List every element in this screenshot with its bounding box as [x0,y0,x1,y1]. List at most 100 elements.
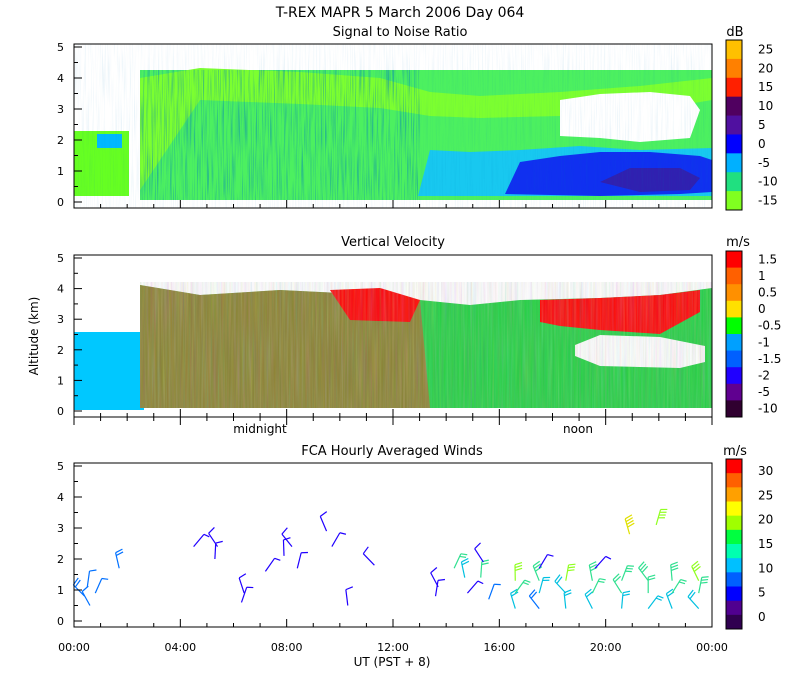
wind-barb [264,557,281,572]
winds-colorbar-segment [726,487,742,502]
wind-barb [331,532,347,547]
wind-barb-flag [530,591,538,599]
wind-barb-flag [514,562,523,566]
wind-barb-flag [115,548,123,554]
wind-barb [514,562,523,581]
wind-barb-flag [474,542,481,550]
wind-barb [362,546,375,566]
wind-barb [621,590,631,609]
wind-barb-flag [567,569,575,572]
wind-barb [510,588,519,609]
velocity-colorbar-label: 0 [758,302,766,316]
wind-barb [624,514,635,535]
velocity-colorbar-segment [726,334,742,352]
snr-colorbar-label: 15 [758,80,773,94]
wind-barb [238,573,247,594]
wind-barb-flag [477,580,484,585]
velocity-colorbar-segment [726,284,742,302]
wind-barb-flag [74,579,81,588]
wind-barb-staff [488,584,495,600]
wind-barb-flag [345,586,354,591]
wind-barb-flag [586,591,594,598]
wind-barb-flag [622,590,631,594]
snr-colorbar-label: -15 [758,194,778,208]
snr-colorbar-frame [725,39,743,211]
wind-barb-flag [524,579,531,583]
wind-barb-flag [362,546,369,555]
wind-barb-flag [701,576,709,578]
winds-colorbar-label: 5 [758,586,766,600]
snr-colorbar-segment [726,77,742,98]
wind-barb [554,574,567,594]
wind-barb-staff [94,578,103,594]
wind-barb [282,537,291,556]
wind-barb [193,533,210,547]
velocity-colorbar-label: -1 [758,335,770,349]
velocity-colorbar-segment [726,400,742,418]
wind-barb-flag [283,537,291,541]
velocity-colorbar-label: -2 [758,369,770,383]
winds-panel: FCA Hourly Averaged Winds 0 1 2 3 4 5 00:00 04… [57,444,773,669]
wind-barb [612,573,623,594]
velocity-colorbar-unit: m/s [726,235,750,250]
wind-barb-flag [568,563,576,566]
wind-barb [698,576,709,594]
wind-barb [621,565,634,581]
snr-colorbar-segment [726,134,742,154]
wind-barb-flag [599,578,606,581]
wind-barb-staff [193,533,205,547]
wind-barb-flag [514,567,523,572]
wind-barb [453,553,468,569]
wind-barb-staff [466,580,479,594]
winds-colorbar-label: 10 [758,561,773,575]
wind-barb-flag [481,562,489,566]
wind-barb-flag [437,578,446,581]
wind-barb-flag [627,565,634,567]
velocity-colorbar-segment [726,267,742,285]
wind-barb-staff [264,557,276,572]
velocity-colorbar-label: -0.5 [758,319,781,333]
wind-barb-staff [331,532,341,547]
winds-x-label: UT (PST + 8) [354,655,431,669]
wind-barb [638,561,649,582]
wind-barb-flag [203,533,210,538]
wind-barb [687,589,700,610]
wind-barb [466,580,484,594]
wind-barb [584,588,594,609]
wind-barb-flag [568,566,576,569]
winds-barbs [72,508,709,610]
wind-barb-flag [461,557,469,563]
wind-barb-flag [626,519,634,525]
velocity-y-tick-label: 2 [57,344,64,357]
winds-colorbar-segment [726,515,742,531]
wind-barb-flag [625,570,632,573]
wind-barb [240,586,254,603]
wind-barb-flag [614,575,622,583]
winds-colorbar-segment [726,586,742,602]
winds-x-tick-label: 12:00 [377,641,409,654]
snr-x-ticks [73,200,713,208]
wind-barb-flag [101,577,109,580]
wind-barb-flag [622,593,630,597]
wind-barb-flag [430,567,438,574]
wind-barb-flag [687,589,694,598]
velocity-x-ticks [73,409,713,425]
snr-y-tick-label: 2 [57,134,64,147]
wind-barb-flag [532,560,541,567]
wind-barb-flag [535,566,543,572]
winds-y-tick-label: 3 [57,522,64,535]
wind-barb [94,577,109,594]
velocity-colorbar-segment [726,300,742,318]
wind-barb-staff [208,532,219,547]
wind-barb-flag [339,532,347,535]
winds-colorbar-segment [726,558,742,573]
winds-y-tick-label: 5 [57,460,64,473]
wind-barb-flag [281,527,288,535]
wind-barb [460,557,470,578]
wind-barb [691,560,701,581]
wind-barb-flag [461,560,470,566]
wind-barb-flag [605,555,612,560]
snr-colorbar-label: 20 [758,61,773,75]
wind-barb-flag [511,591,519,597]
